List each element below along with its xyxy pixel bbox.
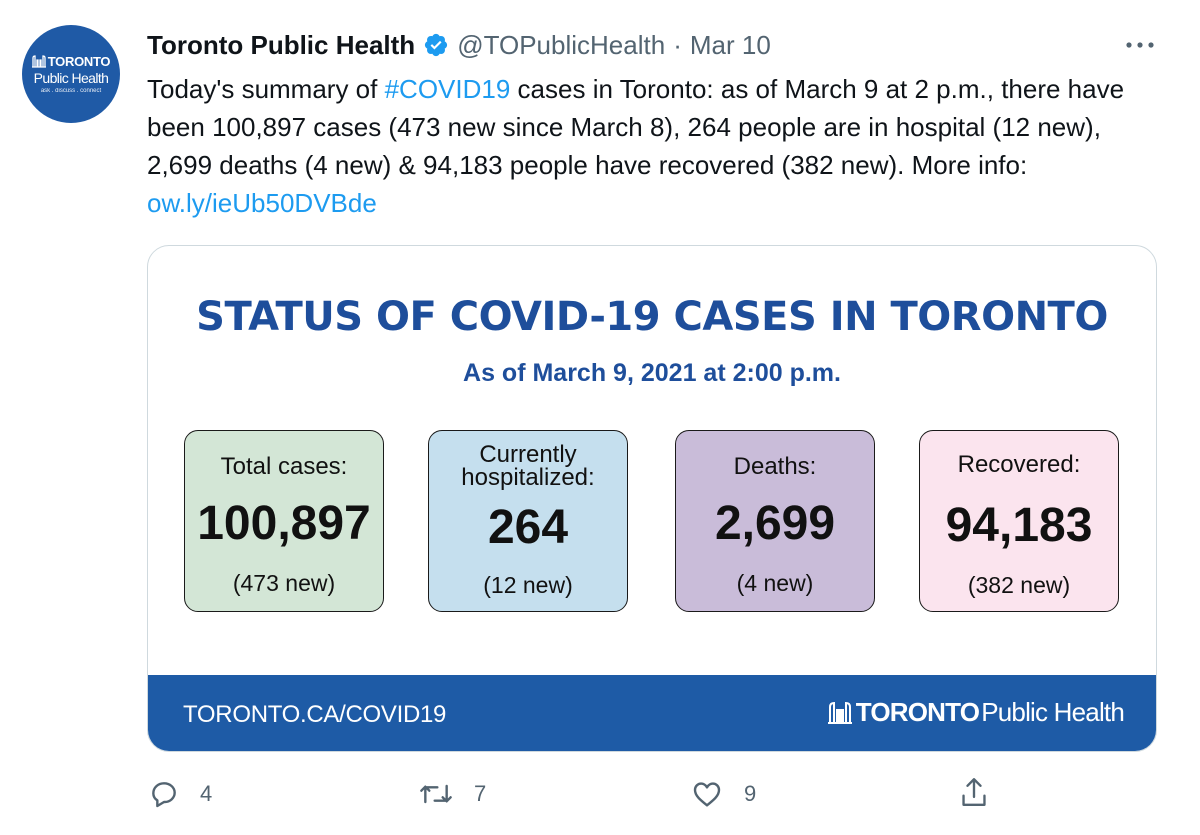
tweet-text: Today's summary of #COVID19 cases in Tor…	[147, 70, 1167, 222]
account-handle[interactable]: @TOPublicHealth	[457, 29, 666, 60]
tweet-text-intro: Today's summary of	[147, 74, 385, 104]
stat-label: Recovered:	[957, 451, 1081, 478]
stat-new: (473 new)	[232, 570, 336, 596]
footer-brand-bold: TORONTO	[855, 697, 980, 727]
stat-label: Deaths:	[733, 453, 817, 480]
stat-value: 100,897	[197, 497, 371, 550]
avatar-tagline: ask . discuss . connect	[40, 88, 102, 94]
avatar-logo-line2: Public Health	[33, 70, 109, 86]
city-hall-logo-icon	[31, 55, 46, 68]
more-info-link[interactable]: ow.ly/ieUb50DVBde	[147, 188, 377, 218]
card-footer: TORONTO.CA/COVID19 TORONTO Public Health	[148, 675, 1156, 751]
stat-box-hospitalized: Currently hospitalized: 264 (12 new)	[428, 430, 628, 612]
stat-value: 264	[487, 501, 569, 554]
stat-value: 2,699	[714, 497, 836, 550]
retweet-count: 7	[474, 781, 487, 806]
footer-brand-light: Public Health	[981, 697, 1125, 727]
retweet-button[interactable]: 7	[418, 778, 486, 810]
account-avatar[interactable]: TORONTO Public Health ask . discuss . co…	[22, 25, 120, 123]
stat-box-deaths: Deaths: 2,699 (4 new)	[675, 430, 875, 612]
card-subtitle: As of March 9, 2021 at 2:00 p.m.	[463, 359, 841, 387]
stat-label: Currently	[479, 441, 577, 468]
like-count: 9	[744, 781, 757, 806]
reply-button[interactable]: 4	[148, 778, 212, 810]
avatar-logo-line1: TORONTO	[31, 54, 111, 69]
stat-value: 94,183	[945, 499, 1093, 552]
stat-label: Total cases:	[220, 453, 348, 480]
reply-icon	[152, 782, 176, 808]
tweet-text-body: cases in Toronto: as of March 9 at 2 p.m…	[147, 74, 1125, 180]
hashtag-link[interactable]: #COVID19	[384, 74, 511, 104]
tweet-header: Toronto Public Health @TOPublicHealth · …	[147, 28, 771, 62]
footer-brand-logo: TORONTO Public Health	[827, 697, 1125, 728]
header-separator: ·	[673, 29, 682, 60]
more-options-icon[interactable]	[1124, 34, 1156, 56]
share-button[interactable]	[958, 776, 990, 810]
share-icon	[962, 778, 986, 806]
like-button[interactable]: 9	[690, 778, 756, 810]
stat-box-recovered: Recovered: 94,183 (382 new)	[919, 430, 1119, 612]
stat-new: (382 new)	[967, 572, 1071, 598]
reply-count: 4	[200, 781, 213, 806]
stat-new: (4 new)	[736, 570, 814, 596]
account-name[interactable]: Toronto Public Health	[147, 29, 416, 60]
footer-url: TORONTO.CA/COVID19	[183, 701, 447, 728]
stat-new: (12 new)	[483, 572, 573, 598]
card-title: STATUS OF COVID-19 CASES IN TORONTO	[196, 294, 1108, 340]
tweet-date[interactable]: Mar 10	[689, 29, 771, 60]
city-hall-logo-icon	[827, 701, 852, 724]
media-card-image[interactable]: STATUS OF COVID-19 CASES IN TORONTO As o…	[147, 245, 1157, 752]
tweet-actions-bar: 4 7 9	[0, 776, 1200, 816]
like-icon	[693, 782, 721, 807]
verified-badge-icon	[423, 32, 449, 58]
stat-box-total-cases: Total cases: 100,897 (473 new)	[184, 430, 384, 612]
stat-label-line2: hospitalized:	[461, 464, 595, 491]
retweet-icon	[420, 784, 452, 804]
